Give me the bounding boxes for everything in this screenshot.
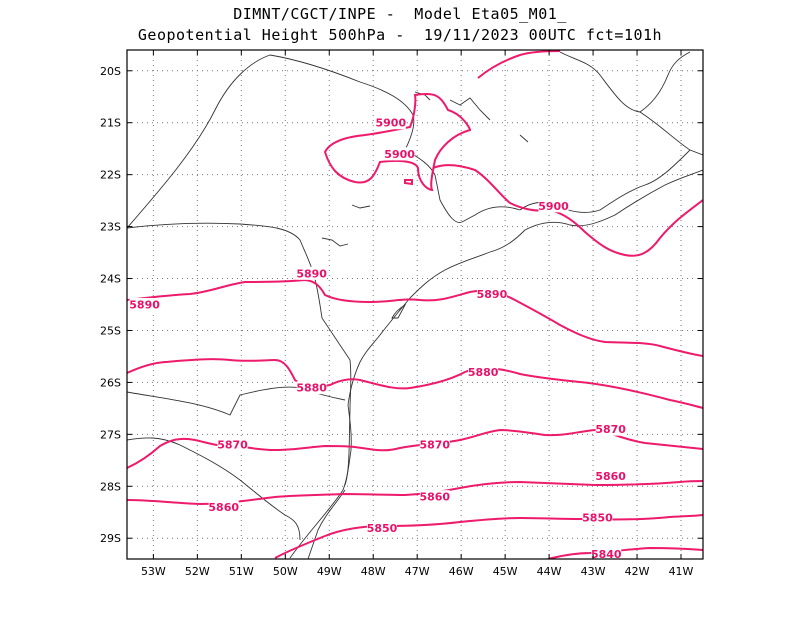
lat-tick-label: 28S	[100, 480, 121, 493]
lon-tick-label: 48W	[361, 565, 386, 578]
lon-tick-label: 47W	[405, 565, 430, 578]
contour-label-5880: 5880	[468, 366, 499, 379]
contour-label-bg	[595, 422, 626, 436]
contour-label-bg	[296, 381, 327, 395]
contour-label-5870: 5870	[217, 439, 248, 452]
contour-label-5850: 5850	[582, 511, 613, 524]
lon-tick-label: 45W	[493, 565, 518, 578]
lon-tick-label: 51W	[229, 565, 254, 578]
contour-label-5850: 5850	[367, 522, 398, 535]
contour-label-5860: 5860	[208, 501, 239, 514]
contour-label-bg	[468, 365, 499, 379]
lat-tick-label: 22S	[100, 169, 121, 182]
contour-label-bg	[582, 510, 613, 524]
lon-tick-label: 52W	[185, 565, 210, 578]
lon-tick-label: 53W	[141, 565, 166, 578]
lon-tick-label: 41W	[669, 565, 694, 578]
coastline-and-borders	[127, 51, 703, 559]
lat-tick-label: 21S	[100, 117, 121, 130]
contour-label-5870: 5870	[595, 423, 626, 436]
contour-label-5860: 5860	[419, 491, 450, 504]
lat-tick-label: 29S	[100, 532, 121, 545]
lat-lon-grid	[127, 50, 703, 559]
map-title-line-1: DIMNT/CGCT/INPE - Model Eta05_M01_	[233, 5, 567, 23]
contour-5850	[274, 514, 703, 559]
contour-label-bg	[367, 521, 398, 535]
contour-label-5860: 5860	[595, 470, 626, 483]
lat-tick-label: 27S	[100, 428, 121, 441]
contour-label-5890: 5890	[477, 288, 508, 301]
contour-5900	[323, 50, 703, 257]
contour-label-bg	[595, 469, 626, 483]
contour-label-bg	[217, 438, 248, 452]
contour-label-5900: 5900	[376, 117, 407, 130]
contour-label-5840: 5840	[591, 548, 622, 561]
contour-label-5890: 5890	[129, 299, 160, 312]
contour-label-bg	[384, 147, 415, 161]
contour-label-bg	[296, 266, 327, 280]
lat-tick-label: 26S	[100, 376, 121, 389]
contour-label-bg	[538, 199, 569, 213]
lon-tick-label: 42W	[625, 565, 650, 578]
lat-tick-label: 23S	[100, 221, 121, 234]
map-frame	[126, 49, 704, 560]
contour-5880	[127, 358, 703, 409]
contour-label-bg	[591, 547, 622, 559]
contour-5840	[547, 546, 703, 559]
contour-label-bg	[476, 287, 507, 301]
contour-label-5880: 5880	[296, 382, 327, 395]
contour-label-5900: 5900	[384, 148, 415, 161]
contour-label-bg	[375, 116, 406, 130]
axis-ticks: 20S 21S 22S 23S 24S 25S 26S 27S 28S 29S 53W 52W 51W 5…	[100, 50, 703, 578]
contour-labels: 5900 5900 5900 5890 5890 5890 5880 5880 5870 5870…	[129, 116, 626, 561]
lat-tick-label: 24S	[100, 273, 121, 286]
contour-5890	[127, 278, 703, 357]
lon-tick-label: 49W	[317, 565, 342, 578]
lon-tick-label: 43W	[581, 565, 606, 578]
lon-tick-label: 50W	[273, 565, 298, 578]
contour-label-5890: 5890	[296, 267, 327, 280]
lat-tick-label: 20S	[100, 65, 121, 78]
contour-label-bg	[419, 490, 450, 504]
lat-tick-label: 25S	[100, 324, 121, 337]
contour-label-bg	[129, 298, 160, 311]
lon-tick-label: 46W	[449, 565, 474, 578]
map-title-line-2: Geopotential Height 500hPa - 19/11/2023 …	[137, 26, 663, 44]
lon-tick-label: 44W	[537, 565, 562, 578]
contour-label-5900: 5900	[538, 200, 569, 213]
contour-label-5870: 5870	[419, 439, 450, 452]
contour-label-bg	[419, 438, 450, 452]
contour-5870	[127, 428, 703, 469]
contour-label-bg	[208, 500, 239, 514]
